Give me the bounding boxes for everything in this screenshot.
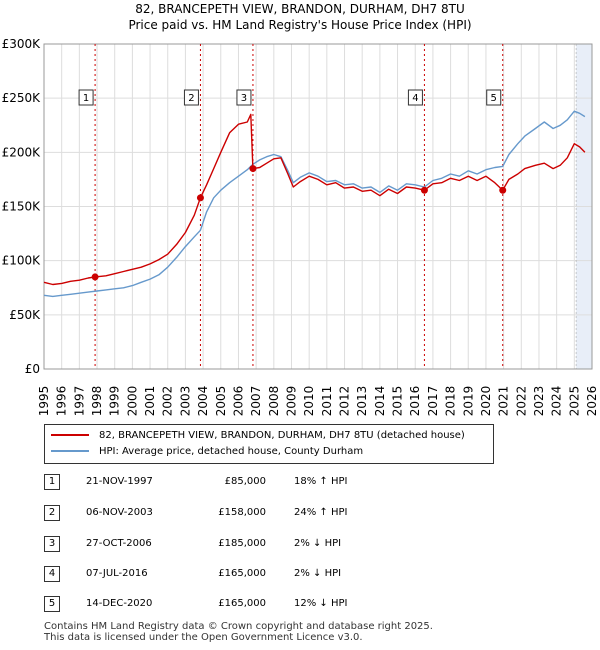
transaction-row: 2 06-NOV-2003 £158,000 24% ↑ HPI [44, 505, 464, 523]
chart-title: 82, BRANCEPETH VIEW, BRANDON, DURHAM, DH… [135, 2, 465, 16]
transaction-number: 3 [44, 536, 60, 552]
y-tick-label: £50K [9, 308, 41, 322]
marker-label-box [236, 89, 252, 106]
x-tick-label: 2014 [373, 386, 387, 417]
marker-label: 3 [241, 93, 247, 104]
x-tick-label: 2001 [143, 386, 157, 417]
transaction-hpi-diff: 24% ↑ HPI [294, 507, 348, 518]
transaction-date: 14-DEC-2020 [86, 598, 153, 609]
x-tick-label: 2017 [426, 386, 440, 417]
x-tick-label: 2003 [178, 386, 192, 417]
legend: 82, BRANCEPETH VIEW, BRANDON, DURHAM, DH… [44, 424, 494, 464]
transaction-price: £165,000 [218, 568, 266, 579]
transaction-price: £158,000 [218, 507, 266, 518]
x-tick-label: 2026 [585, 386, 599, 417]
x-tick-label: 2025 [567, 386, 581, 417]
marker-point [499, 186, 507, 194]
x-tick-label: 2008 [267, 386, 281, 417]
x-tick-label: 2011 [320, 386, 334, 417]
transaction-number: 4 [44, 566, 60, 582]
transaction-hpi-diff: 2% ↓ HPI [294, 568, 342, 579]
x-tick-label: 2023 [532, 386, 546, 417]
marker-point [196, 194, 204, 202]
footer-licence: This data is licensed under the Open Gov… [44, 632, 363, 643]
y-tick-label: £100K [2, 254, 42, 268]
marker-point [91, 273, 99, 281]
transaction-hpi-diff: 18% ↑ HPI [294, 476, 348, 487]
transaction-date: 06-NOV-2003 [86, 507, 153, 518]
y-tick-label: £300K [2, 37, 42, 51]
marker-point [249, 165, 257, 173]
transaction-row: 1 21-NOV-1997 £85,000 18% ↑ HPI [44, 474, 464, 492]
marker-label: 1 [83, 93, 89, 104]
x-tick-label: 2007 [249, 386, 263, 417]
marker-label: 2 [188, 93, 194, 104]
y-tick-label: £250K [2, 91, 42, 105]
x-tick-label: 2019 [461, 386, 475, 417]
x-tick-label: 1997 [72, 386, 86, 417]
x-tick-label: 1999 [108, 386, 122, 417]
transaction-price: £185,000 [218, 538, 266, 549]
transaction-row: 4 07-JUL-2016 £165,000 2% ↓ HPI [44, 566, 464, 584]
x-tick-label: 2009 [284, 386, 298, 417]
transaction-number: 1 [44, 474, 60, 490]
y-tick-label: £200K [2, 145, 42, 159]
transaction-price: £165,000 [218, 598, 266, 609]
x-tick-label: 2013 [355, 386, 369, 417]
x-tick-label: 2012 [338, 386, 352, 417]
marker-label-box [183, 89, 199, 106]
footer: Contains HM Land Registry data © Crown c… [44, 621, 433, 643]
y-tick-label: £150K [2, 200, 42, 214]
transaction-price: £85,000 [224, 476, 266, 487]
legend-label-hpi: HPI: Average price, detached house, Coun… [99, 446, 364, 457]
x-tick-label: 2002 [161, 386, 175, 417]
x-tick-label: 1996 [55, 386, 69, 417]
transaction-date: 21-NOV-1997 [86, 476, 153, 487]
marker-label: 4 [412, 93, 418, 104]
x-tick-label: 2018 [444, 386, 458, 417]
marker-label: 5 [491, 93, 497, 104]
x-tick-label: 2024 [550, 386, 564, 417]
marker-label-box [407, 89, 423, 106]
transaction-number: 5 [44, 596, 60, 612]
marker-point [420, 186, 428, 194]
transaction-date: 07-JUL-2016 [86, 568, 148, 579]
legend-label-property: 82, BRANCEPETH VIEW, BRANDON, DURHAM, DH… [99, 430, 465, 441]
legend-swatch-hpi [51, 450, 89, 452]
marker-label-box [78, 89, 94, 106]
x-tick-label: 2005 [214, 386, 228, 417]
x-tick-label: 2015 [391, 386, 405, 417]
legend-swatch-property [51, 434, 89, 436]
x-tick-label: 2022 [514, 386, 528, 417]
x-tick-label: 2016 [408, 386, 422, 417]
chart-subtitle: Price paid vs. HM Land Registry's House … [128, 18, 472, 32]
transaction-row: 5 14-DEC-2020 £165,000 12% ↓ HPI [44, 596, 464, 614]
x-tick-label: 2010 [302, 386, 316, 417]
transaction-hpi-diff: 12% ↓ HPI [294, 598, 348, 609]
series-line-hpi [43, 110, 586, 298]
plot-frame [43, 43, 593, 370]
transaction-row: 3 27-OCT-2006 £185,000 2% ↓ HPI [44, 536, 464, 554]
legend-item-hpi: HPI: Average price, detached house, Coun… [51, 445, 363, 459]
x-tick-label: 2000 [125, 386, 139, 417]
transaction-hpi-diff: 2% ↓ HPI [294, 538, 342, 549]
x-tick-label: 2004 [196, 386, 210, 417]
legend-item-property: 82, BRANCEPETH VIEW, BRANDON, DURHAM, DH… [51, 429, 465, 443]
x-tick-label: 2006 [231, 386, 245, 417]
x-tick-label: 1998 [90, 386, 104, 417]
x-tick-label: 1995 [37, 386, 51, 417]
footer-copyright: Contains HM Land Registry data © Crown c… [44, 621, 433, 632]
price-chart: 1 2 3 4 5 £0 £50K £100K £150K £200K £250K £300K 1995… [2, 37, 599, 417]
marker-label-box [486, 89, 502, 106]
x-tick-label: 2020 [479, 386, 493, 417]
transaction-date: 27-OCT-2006 [86, 538, 152, 549]
x-tick-label: 2021 [497, 386, 511, 417]
transaction-number: 2 [44, 505, 60, 521]
y-tick-label: £0 [25, 362, 40, 376]
